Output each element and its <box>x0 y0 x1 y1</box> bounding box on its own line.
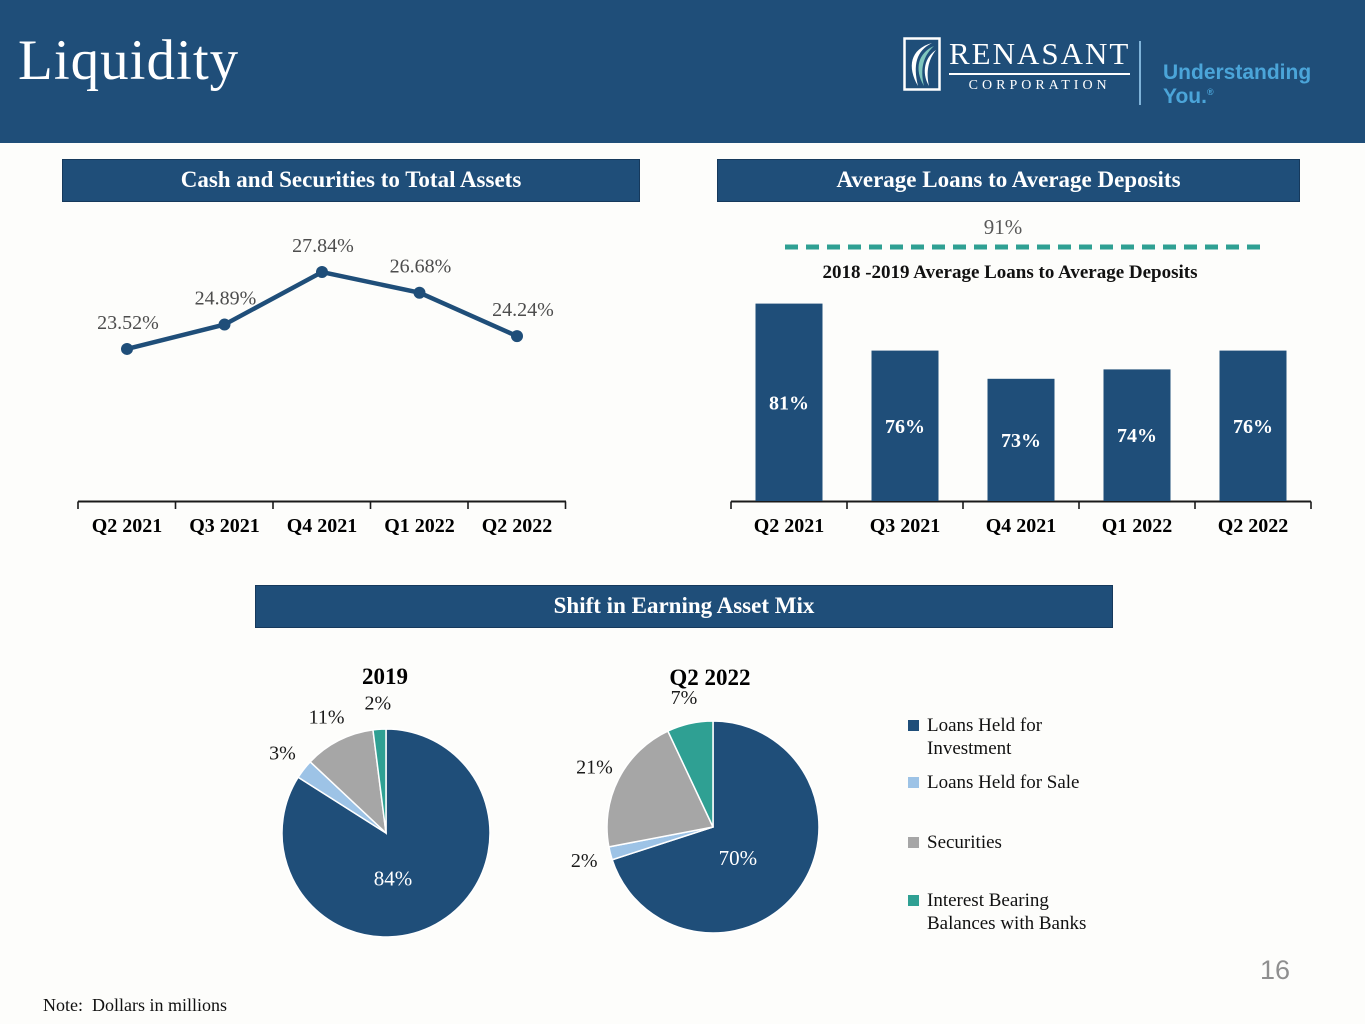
bar <box>987 378 1055 501</box>
line-data-label: 23.52% <box>97 312 159 334</box>
line-marker <box>413 286 426 299</box>
legend-swatch-icon <box>908 895 919 906</box>
pie-data-label: 21% <box>576 757 613 779</box>
bar-value-label: 76% <box>1233 416 1273 438</box>
bar-value-label: 73% <box>1001 430 1041 452</box>
pie-title: Q2 2022 <box>669 665 750 690</box>
line-marker <box>218 318 231 331</box>
pie-data-label: 70% <box>719 846 758 870</box>
x-axis-label: Q4 2021 <box>986 515 1057 537</box>
pie-title: 2019 <box>362 664 408 689</box>
registered-mark: ® <box>1206 87 1214 97</box>
line-series <box>124 269 520 352</box>
header-band: Liquidity RENASANT CORPORATION Understan… <box>0 0 1365 143</box>
legend-swatch-icon <box>908 837 919 848</box>
logo-divider <box>1139 41 1141 105</box>
line-chart: 23.52% Q2 2021 24.89% Q3 2021 27.84% Q4 2021 2… <box>77 235 567 537</box>
pie-slice-securities <box>309 728 388 835</box>
x-axis-label: Q2 2021 <box>92 515 163 537</box>
legend-item: Securities <box>908 831 1102 854</box>
pie-data-label: 84% <box>374 867 413 891</box>
legend-swatch-icon <box>908 720 919 731</box>
company-tagline: Understanding You.® <box>1163 61 1312 108</box>
pie-slice-interest-bearing-balances-with-banks <box>666 720 714 828</box>
pie-slice-securities <box>606 730 715 848</box>
logo-company-name: RENASANT <box>949 37 1131 75</box>
bar-chart-title-banner: Average Loans to Average Deposits <box>717 159 1300 202</box>
pie-data-label: 11% <box>309 706 345 728</box>
x-axis-label: Q2 2022 <box>482 515 553 537</box>
page-title: Liquidity <box>18 29 240 92</box>
bar-value-label: 81% <box>769 392 809 414</box>
x-axis-label: Q2 2022 <box>1218 515 1289 537</box>
pie-data-label: 2% <box>364 692 391 714</box>
pie-chart-q2-2022: Q2 2022 70% 2% 21% 7% <box>571 665 820 934</box>
legend-label: Loans Held for Sale <box>927 772 1080 793</box>
pie-section-title-banner: Shift in Earning Asset Mix <box>255 585 1113 628</box>
x-axis-label: Q1 2022 <box>384 515 455 537</box>
line-data-label: 24.89% <box>195 288 257 310</box>
bar <box>1103 369 1171 501</box>
line-data-label: 27.84% <box>292 235 354 257</box>
x-axis-label: Q3 2021 <box>189 515 260 537</box>
x-axis-label: Q4 2021 <box>287 515 358 537</box>
logo-company-sub: CORPORATION <box>968 78 1111 93</box>
footnote: Note: Dollars in millions <box>43 995 227 1015</box>
bar <box>755 303 823 501</box>
line-marker <box>121 342 133 355</box>
line-chart-title-banner: Cash and Securities to Total Assets <box>62 159 640 202</box>
line-marker <box>511 330 523 343</box>
legend-item: Interest Bearing Balances with Banks <box>908 889 1102 935</box>
reference-line-value: 91% <box>984 215 1023 239</box>
pie-legend: Loans Held for Investment Loans Held for … <box>908 714 1118 954</box>
renasant-emblem-icon <box>903 37 941 91</box>
legend-item: Loans Held for Sale <box>908 771 1102 794</box>
legend-item: Loans Held for Investment <box>908 714 1102 760</box>
bar <box>871 350 939 501</box>
pie-slice-interest-bearing-balances-with-banks <box>372 728 387 834</box>
reference-line-caption: 2018 -2019 Average Loans to Average Depo… <box>822 262 1197 283</box>
page-number: 16 <box>1260 955 1291 985</box>
pie-data-label: 2% <box>571 850 598 872</box>
bar-value-label: 74% <box>1117 425 1157 447</box>
logo-text: RENASANT CORPORATION <box>949 37 1131 94</box>
pie-slice-loans-held-for-investment <box>611 720 820 934</box>
legend-swatch-icon <box>908 777 919 788</box>
line-marker <box>316 266 328 279</box>
legend-label: Interest Bearing Balances with Banks <box>927 890 1087 934</box>
pie-data-label: 3% <box>269 743 296 765</box>
line-data-label: 24.24% <box>492 299 554 321</box>
pie-slice-loans-held-for-investment <box>281 728 491 938</box>
legend-label: Loans Held for Investment <box>927 715 1043 759</box>
bar-chart: 91% 2018 -2019 Average Loans to Average D… <box>730 215 1312 537</box>
company-logo: RENASANT CORPORATION <box>903 37 1131 94</box>
pie-data-label: 7% <box>671 687 698 709</box>
bar-value-label: 76% <box>885 416 925 438</box>
pie-chart-2019: 2019 84% 3% 11% 2% <box>269 664 491 938</box>
legend-label: Securities <box>927 832 1002 853</box>
x-axis-label: Q2 2021 <box>754 515 825 537</box>
x-axis-label: Q1 2022 <box>1102 515 1173 537</box>
x-axis-label: Q3 2021 <box>870 515 941 537</box>
bar <box>1219 350 1287 501</box>
line-data-label: 26.68% <box>390 256 452 278</box>
